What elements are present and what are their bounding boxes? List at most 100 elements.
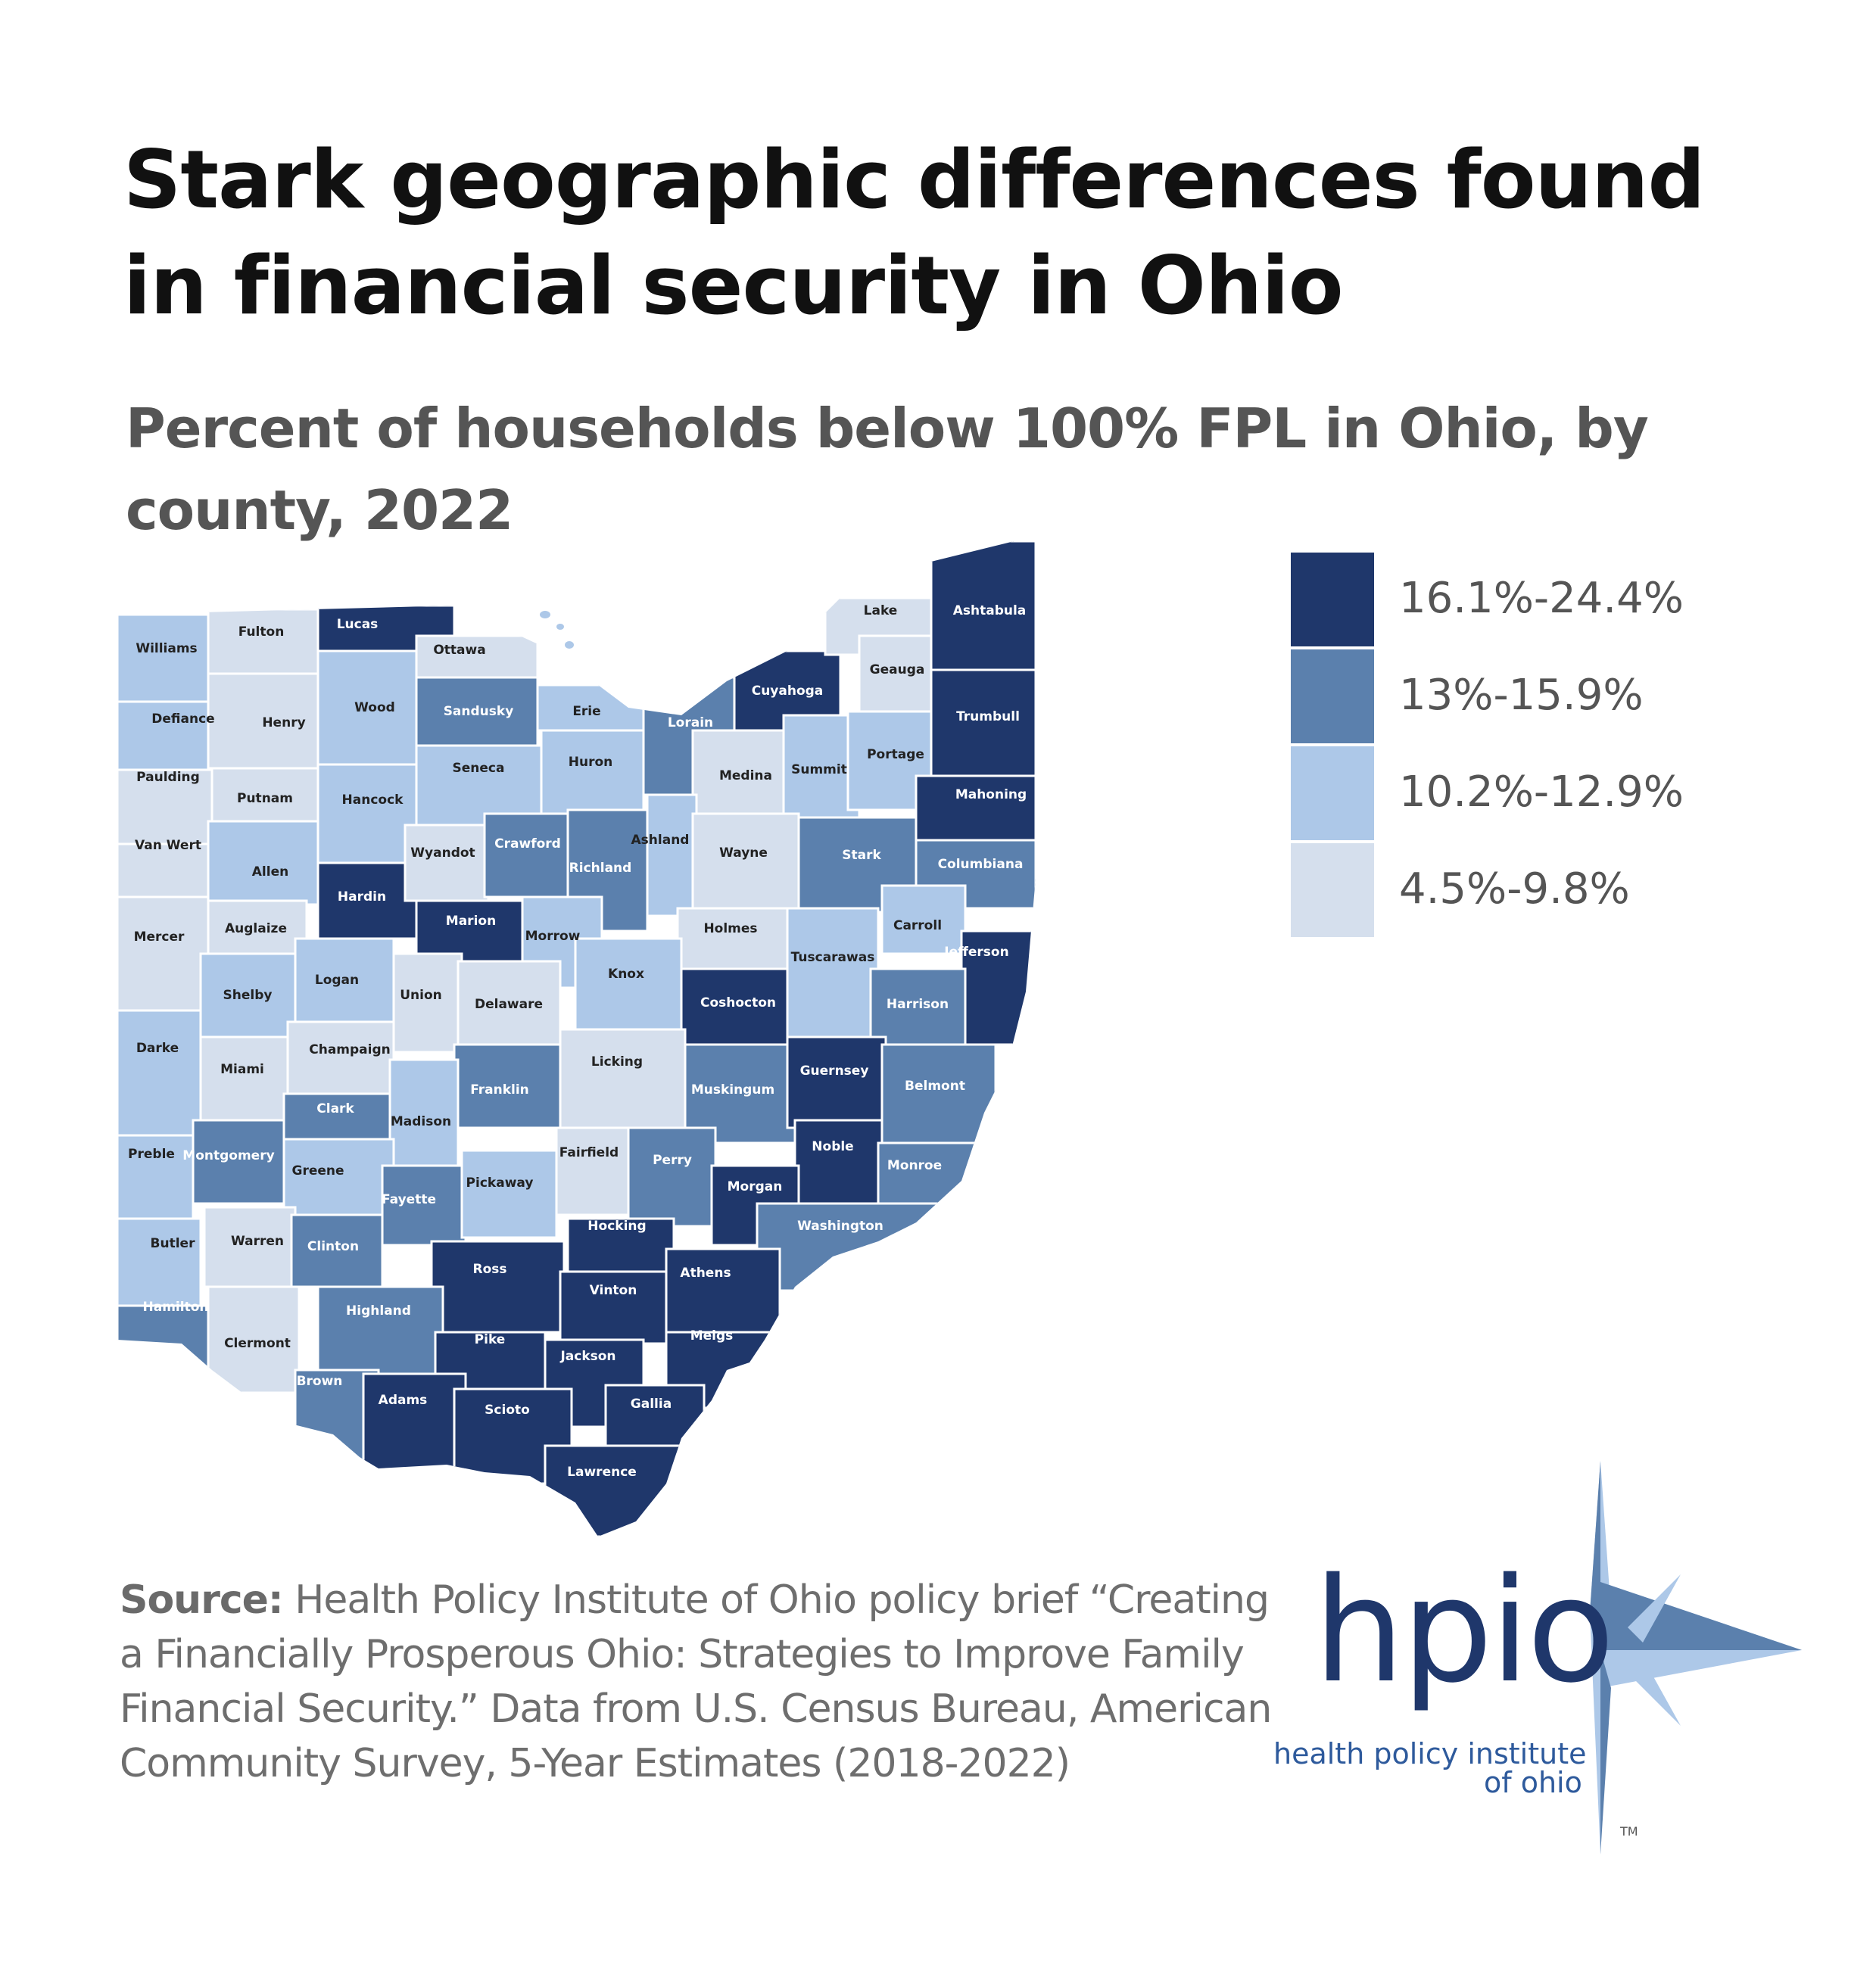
county-hamilton xyxy=(117,1304,210,1375)
county-label-knox: Knox xyxy=(608,967,644,982)
county-label-summit: Summit xyxy=(791,762,847,777)
county-label-van-wert: Van Wert xyxy=(135,838,201,853)
county-lawrence xyxy=(544,1444,683,1537)
county-label-portage: Portage xyxy=(867,747,924,762)
county-label-montgomery: Montgomery xyxy=(182,1148,274,1163)
county-belmont xyxy=(880,1043,997,1144)
county-label-shelby: Shelby xyxy=(223,988,273,1003)
county-label-putnam: Putnam xyxy=(237,791,293,806)
county-label-champaign: Champaign xyxy=(309,1042,391,1057)
county-miami xyxy=(199,1035,289,1122)
county-label-noble: Noble xyxy=(812,1139,853,1154)
county-label-meigs: Meigs xyxy=(690,1328,734,1344)
county-label-williams: Williams xyxy=(136,641,197,656)
county-label-geauga: Geauga xyxy=(870,662,925,677)
county-warren xyxy=(203,1206,297,1288)
county-medina xyxy=(691,729,785,815)
lake-erie-islands xyxy=(540,611,574,649)
compass-star-icon xyxy=(1590,1461,1802,1854)
county-clinton xyxy=(290,1213,384,1288)
chart-title: Stark geographic differences found in fi… xyxy=(123,133,1705,332)
county-label-scioto: Scioto xyxy=(485,1403,530,1418)
county-label-athens: Athens xyxy=(680,1266,731,1281)
county-hancock xyxy=(316,763,418,864)
county-montgomery xyxy=(192,1119,285,1205)
county-label-ottawa: Ottawa xyxy=(433,643,485,658)
chart-subtitle: Percent of households below 100% FPL in … xyxy=(126,397,1649,542)
county-fayette xyxy=(381,1164,467,1247)
source-text: Health Policy Institute of Ohio policy b… xyxy=(120,1577,1272,1786)
county-label-allen: Allen xyxy=(252,864,288,880)
county-label-hocking: Hocking xyxy=(587,1219,646,1234)
county-label-marion: Marion xyxy=(446,914,496,929)
county-adams xyxy=(362,1372,467,1489)
county-label-stark: Stark xyxy=(842,848,881,863)
county-union xyxy=(392,952,463,1054)
county-label-wyandot: Wyandot xyxy=(410,845,475,861)
county-wayne xyxy=(691,812,800,910)
county-label-mercer: Mercer xyxy=(134,930,185,945)
legend-label: 13%-15.9% xyxy=(1399,671,1644,720)
legend-item: 10.2%-12.9% xyxy=(1291,746,1745,840)
county-label-licking: Licking xyxy=(591,1054,643,1070)
county-athens xyxy=(665,1247,781,1334)
county-allen xyxy=(207,820,319,906)
county-label-washington: Washington xyxy=(797,1219,883,1234)
county-label-jefferson: Jefferson xyxy=(943,945,1008,960)
county-hocking xyxy=(566,1217,675,1273)
county-label-clinton: Clinton xyxy=(307,1239,359,1254)
county-muskingum xyxy=(684,1043,796,1144)
county-label-fulton: Fulton xyxy=(238,624,285,640)
county-greene xyxy=(282,1138,395,1216)
county-label-gallia: Gallia xyxy=(631,1397,672,1412)
county-label-belmont: Belmont xyxy=(905,1079,965,1094)
county-label-trumbull: Trumbull xyxy=(956,709,1020,724)
legend-label: 16.1%-24.4% xyxy=(1399,574,1684,623)
county-darke xyxy=(117,1009,202,1137)
county-label-guernsey: Guernsey xyxy=(800,1063,869,1079)
county-butler xyxy=(117,1217,202,1307)
county-label-wayne: Wayne xyxy=(719,845,768,861)
legend-item: 4.5%-9.8% xyxy=(1291,843,1745,937)
county-knox xyxy=(574,937,683,1042)
county-label-crawford: Crawford xyxy=(494,836,561,852)
county-label-auglaize: Auglaize xyxy=(225,921,287,936)
county-williams xyxy=(117,613,210,703)
county-label-morgan: Morgan xyxy=(728,1179,783,1194)
county-trumbull xyxy=(930,668,1036,777)
logo-wordmark: hpio xyxy=(1314,1547,1612,1714)
county-label-clark: Clark xyxy=(316,1101,354,1116)
county-label-hancock: Hancock xyxy=(342,792,404,808)
county-label-harrison: Harrison xyxy=(887,997,949,1012)
county-wyandot xyxy=(404,824,490,902)
county-pickaway xyxy=(460,1149,558,1239)
county-label-clermont: Clermont xyxy=(224,1336,291,1351)
county-label-delaware: Delaware xyxy=(475,997,543,1012)
county-mahoning xyxy=(915,774,1036,842)
county-label-richland: Richland xyxy=(569,861,632,876)
county-label-erie: Erie xyxy=(572,704,600,719)
county-label-coshocton: Coshocton xyxy=(700,995,776,1010)
county-logan xyxy=(294,937,395,1031)
county-label-muskingum: Muskingum xyxy=(691,1082,774,1098)
county-label-monroe: Monroe xyxy=(887,1158,942,1173)
county-label-jackson: Jackson xyxy=(559,1349,615,1364)
legend-swatch xyxy=(1291,553,1374,646)
county-label-huron: Huron xyxy=(569,755,613,770)
county-label-darke: Darke xyxy=(136,1041,179,1056)
county-guernsey xyxy=(786,1035,887,1129)
county-label-miami: Miami xyxy=(220,1062,264,1077)
county-seneca xyxy=(415,744,543,827)
county-label-ross: Ross xyxy=(472,1262,506,1277)
legend-label: 4.5%-9.8% xyxy=(1399,864,1630,914)
county-franklin xyxy=(453,1043,562,1129)
logo-line-1: health policy institute xyxy=(1273,1737,1586,1770)
county-label-hamilton: Hamilton xyxy=(143,1300,209,1315)
legend-swatch xyxy=(1291,649,1374,743)
county-delaware xyxy=(457,960,562,1046)
county-gallia xyxy=(604,1384,706,1455)
county-highland xyxy=(316,1285,444,1375)
county-label-fayette: Fayette xyxy=(382,1192,436,1207)
county-label-vinton: Vinton xyxy=(590,1283,637,1298)
county-label-lake: Lake xyxy=(864,603,898,618)
